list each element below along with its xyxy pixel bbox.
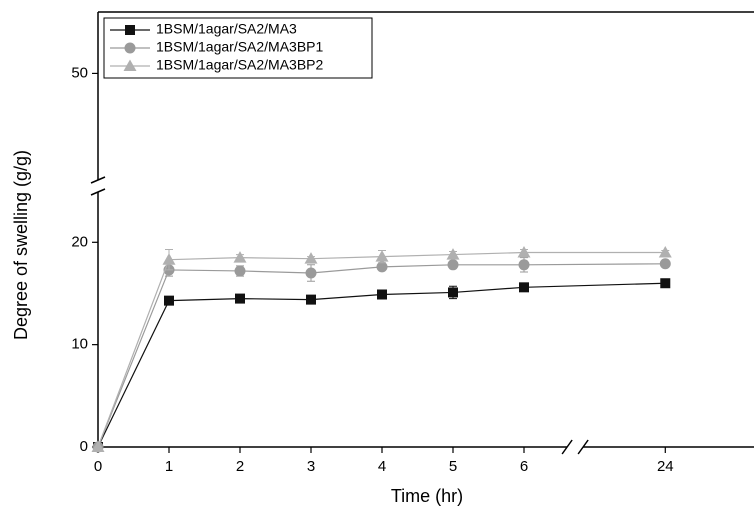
axis-break — [90, 188, 106, 196]
y-axis-title: Degree of swelling (g/g) — [11, 150, 31, 340]
x-axis-title: Time (hr) — [391, 486, 463, 506]
x-tick-label: 3 — [307, 458, 315, 475]
marker — [91, 440, 105, 452]
series-line — [97, 263, 666, 448]
legend: 1BSM/1agar/SA2/MA3 1BSM/1agar/SA2/MA3BP1 1… — [103, 17, 373, 79]
marker — [164, 295, 174, 306]
x-tick-label: 2 — [236, 458, 244, 475]
x-tick-label: 5 — [449, 458, 457, 475]
legend-label: 1BSM/1agar/SA2/MA3 — [156, 21, 297, 37]
y-tick-label: 0 — [80, 438, 88, 455]
axis-break — [577, 439, 589, 455]
marker — [375, 250, 389, 262]
marker — [304, 252, 318, 264]
marker — [234, 265, 246, 277]
x-tick-label: 6 — [520, 458, 528, 475]
marker — [659, 258, 671, 270]
x-tick-label: 1 — [165, 458, 173, 475]
marker — [377, 289, 387, 300]
x-tick-label: 4 — [378, 458, 386, 475]
series-line — [97, 282, 666, 448]
axis-break — [561, 439, 573, 455]
series-line — [97, 251, 666, 448]
x-tick-label: 0 — [94, 458, 102, 475]
marker — [235, 293, 245, 304]
marker — [517, 246, 531, 258]
marker — [305, 267, 317, 279]
marker — [447, 259, 459, 271]
x-tick-label: 24 — [657, 458, 674, 475]
marker — [162, 253, 176, 265]
marker — [446, 248, 460, 260]
legend-label: 1BSM/1agar/SA2/MA3BP1 — [156, 39, 324, 55]
legend-marker — [125, 25, 135, 35]
marker — [233, 251, 247, 263]
marker — [519, 282, 529, 293]
axis-break — [90, 176, 106, 184]
marker — [306, 294, 316, 305]
legend-marker — [124, 42, 136, 54]
y-tick-label: 50 — [71, 64, 88, 81]
marker — [376, 261, 388, 273]
marker — [658, 246, 672, 258]
y-tick-label: 20 — [71, 233, 88, 250]
marker — [448, 287, 458, 298]
y-tick-label: 10 — [71, 336, 88, 353]
legend-marker — [123, 59, 137, 71]
marker — [660, 278, 671, 289]
legend-label: 1BSM/1agar/SA2/MA3BP2 — [156, 57, 324, 73]
marker — [518, 259, 530, 271]
